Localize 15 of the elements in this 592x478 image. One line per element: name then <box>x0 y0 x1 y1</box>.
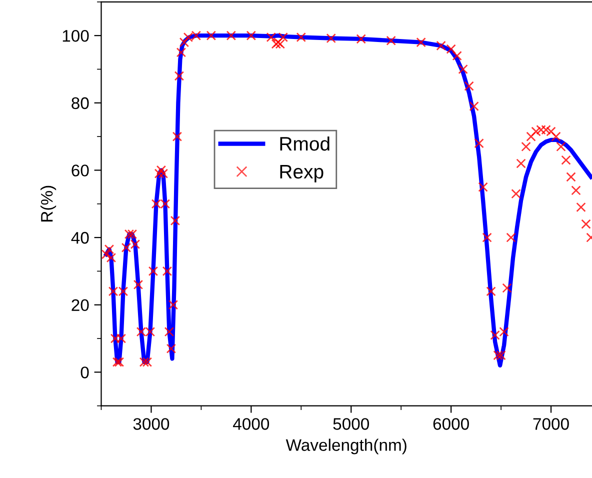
x-tick-label: 3000 <box>133 418 170 430</box>
x-tick-label: 7000 <box>533 418 569 430</box>
x-axis-title: Wavelength(nm) <box>286 438 406 454</box>
x-tick-label: 6000 <box>433 418 469 430</box>
x-tick-label: 5000 <box>333 418 369 430</box>
y-axis-title: R(%) <box>40 186 56 222</box>
y-tick-label: 20 <box>72 299 89 312</box>
x-tick-label: 4000 <box>233 418 270 430</box>
y-tick-label: 100 <box>62 30 89 42</box>
legend-label: Rexp <box>280 165 324 182</box>
y-tick-label: 0 <box>80 366 89 378</box>
y-tick-label: 60 <box>72 164 89 176</box>
y-tick-label: 40 <box>71 232 89 244</box>
y-tick-label: 80 <box>72 97 89 110</box>
legend-label: Rmod <box>280 136 330 151</box>
